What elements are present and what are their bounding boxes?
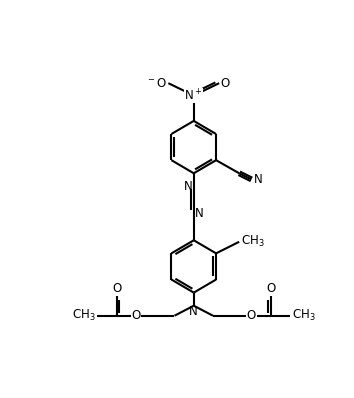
Text: O: O	[112, 282, 121, 295]
Text: O: O	[131, 309, 141, 322]
Text: N: N	[189, 305, 198, 318]
Text: CH$_3$: CH$_3$	[241, 234, 264, 250]
Text: O: O	[266, 282, 275, 295]
Text: O: O	[247, 309, 256, 322]
Text: N: N	[183, 180, 192, 193]
Text: N: N	[254, 173, 263, 186]
Text: CH$_3$: CH$_3$	[292, 308, 315, 323]
Text: $^-$O: $^-$O	[145, 77, 167, 90]
Text: N$^+$: N$^+$	[184, 88, 203, 103]
Text: CH$_3$: CH$_3$	[72, 308, 96, 323]
Text: N: N	[195, 207, 204, 220]
Text: O: O	[221, 77, 230, 90]
